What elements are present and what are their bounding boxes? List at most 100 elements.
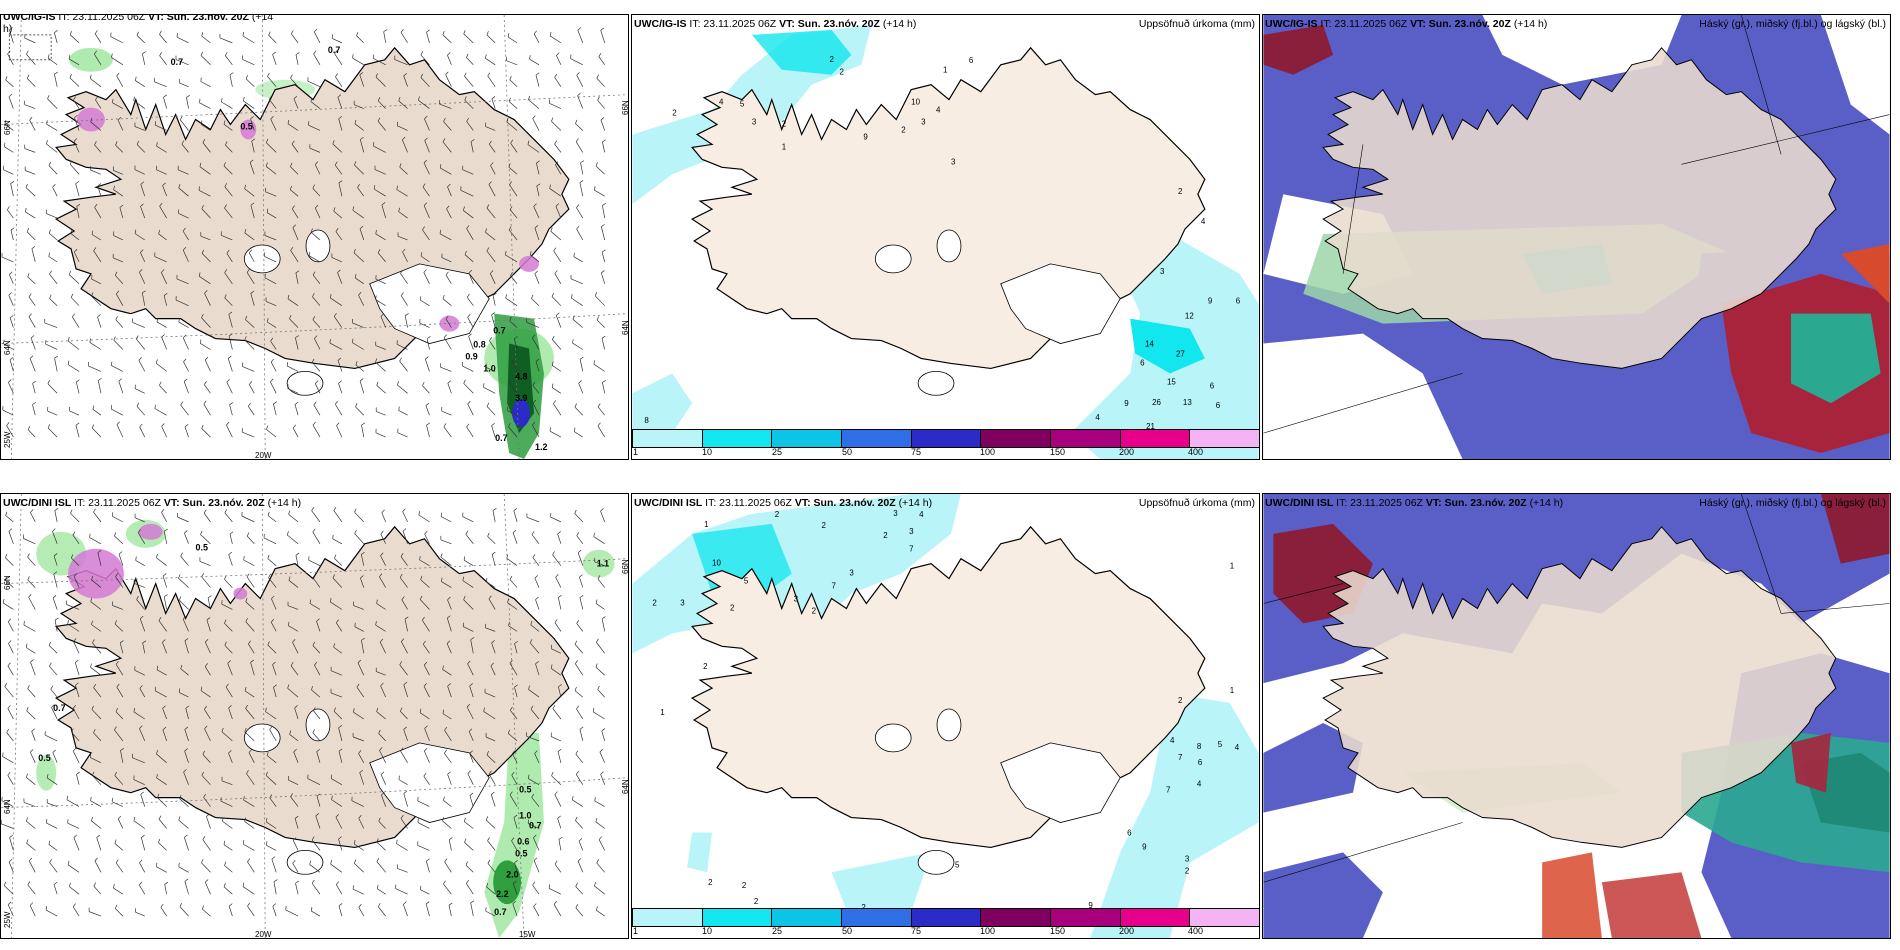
wind-barb <box>243 100 255 109</box>
wind-barb <box>90 601 102 610</box>
wind-barb <box>110 36 124 44</box>
glacier <box>874 244 912 274</box>
precip-label: 6 <box>1236 297 1241 306</box>
wind-barb-flag <box>487 837 490 841</box>
wind-barb-flag <box>184 530 188 534</box>
wind-barb <box>49 862 58 873</box>
wind-barb <box>112 102 124 109</box>
wind-barb-flag <box>295 52 300 55</box>
wind-barb <box>5 515 14 523</box>
wind-barb <box>555 206 562 219</box>
wind-barb <box>54 74 58 87</box>
wind-barb-flag <box>338 903 343 907</box>
wind-barb <box>396 344 408 350</box>
wind-barb <box>177 169 189 175</box>
wind-barb <box>97 316 102 328</box>
cloud-layer <box>1820 494 1890 564</box>
wind-barb <box>294 707 299 720</box>
wind-barb <box>135 80 145 87</box>
wind-barb <box>292 227 299 241</box>
wind-barb-flag <box>311 836 315 841</box>
wind-barb <box>97 185 102 197</box>
wind-barb <box>557 818 562 829</box>
wind-barb <box>118 554 124 566</box>
wind-barb-flag <box>554 73 558 78</box>
wind-barb <box>290 250 299 263</box>
wind-barb <box>600 119 606 131</box>
wind-barb <box>156 321 167 328</box>
wind-barb <box>26 647 36 654</box>
wind-barb <box>353 736 364 742</box>
wind-barb-flag <box>449 837 453 840</box>
wind-barb-flag <box>246 269 250 273</box>
wind-barb <box>552 365 562 372</box>
wind-barb <box>355 406 365 416</box>
wind-barb <box>5 79 14 87</box>
colorbar-tick: 75 <box>911 926 922 936</box>
wind-barb <box>264 235 277 241</box>
wind-barb <box>462 169 474 175</box>
wind-barb <box>422 644 430 654</box>
panel-variable-title: Uppsöfnuð úrkoma (mm) <box>1138 18 1255 30</box>
wind-barb-flag <box>136 140 140 145</box>
wind-barb <box>46 143 58 153</box>
precip-label: 0.5 <box>240 121 252 131</box>
wind-barb <box>316 751 321 763</box>
lon-line <box>503 15 520 459</box>
wind-barb-flag <box>313 707 316 711</box>
wind-barb-flag <box>466 423 470 428</box>
wind-barb-flag <box>573 427 576 432</box>
wind-barb-flag <box>117 116 122 121</box>
wind-barb-flag <box>69 882 71 887</box>
wind-barb-flag <box>8 618 12 622</box>
wind-barb <box>510 275 518 285</box>
wind-barb-flag <box>312 271 316 276</box>
precip-label: 4 <box>719 98 724 107</box>
wind-barb-flag <box>336 619 339 624</box>
wind-barb <box>330 670 343 676</box>
wind-barb-flag <box>270 116 274 120</box>
wind-barb <box>24 104 36 109</box>
wind-barb <box>532 884 540 895</box>
wind-barb <box>531 797 540 807</box>
wind-barb-flag <box>224 861 227 866</box>
wind-barb-flag <box>380 313 385 317</box>
wind-barb-flag <box>292 424 296 429</box>
panel-title: UWC/DINI ISL IT: 23.11.2025 06Z VT: Sun.… <box>3 497 301 509</box>
precip-max <box>512 399 531 428</box>
wind-barb-flag <box>314 661 318 666</box>
wind-barb <box>574 690 584 698</box>
wind-barb <box>492 295 496 306</box>
wind-barb-flag <box>198 272 201 277</box>
wind-barb <box>308 559 321 566</box>
wind-barb <box>28 296 36 306</box>
wind-barb <box>135 560 145 566</box>
wind-barb <box>316 796 321 807</box>
wind-barb-flag <box>511 771 515 776</box>
wind-barb <box>442 820 452 829</box>
wind-barb-flag <box>272 661 276 665</box>
precip-label: 3 <box>680 598 685 607</box>
wind-barb-flag <box>422 616 425 621</box>
wind-barb <box>352 57 364 66</box>
panel-top-left-wind-map: 0.7 0.7 0.5 0.7 0.8 0.9 1.0 4.8 3.9 0.7 … <box>0 14 629 460</box>
wind-barb-flag <box>466 117 470 122</box>
wind-barb-flag <box>602 139 606 143</box>
wind-barb-flag <box>68 270 72 275</box>
wind-barb <box>92 642 102 654</box>
wind-barb <box>114 623 124 632</box>
wind-barb <box>185 708 189 720</box>
wind-barb-flag <box>377 249 381 254</box>
wind-barb <box>270 381 277 394</box>
wind-barb-flag <box>70 554 74 559</box>
bottom-right-map <box>1263 494 1890 938</box>
wind-barb <box>468 731 474 742</box>
wind-barb-flag <box>492 292 497 296</box>
wind-barb <box>352 342 364 350</box>
wind-barb-flag <box>376 599 378 604</box>
wind-barb <box>600 510 606 523</box>
wind-barb-flag <box>221 98 223 103</box>
wind-barb-flag <box>576 532 580 536</box>
wind-barb-flag <box>354 119 357 124</box>
wind-barb-flag <box>445 271 449 276</box>
